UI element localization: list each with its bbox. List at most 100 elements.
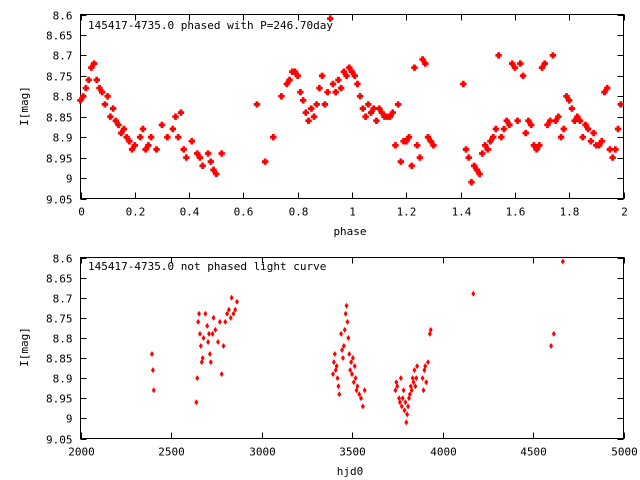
data-point bbox=[153, 146, 160, 153]
data-point bbox=[93, 76, 100, 84]
data-point bbox=[400, 395, 405, 402]
data-point bbox=[353, 375, 358, 382]
data-point bbox=[297, 88, 304, 96]
data-point bbox=[228, 314, 233, 321]
data-point bbox=[409, 387, 414, 394]
data-point bbox=[393, 387, 398, 394]
data-point bbox=[428, 326, 433, 333]
data-point bbox=[331, 359, 336, 366]
data-point bbox=[426, 359, 431, 366]
data-point bbox=[210, 166, 217, 174]
data-point bbox=[206, 338, 211, 345]
data-point bbox=[344, 302, 349, 309]
data-point bbox=[574, 113, 581, 120]
data-point bbox=[420, 375, 425, 382]
data-point bbox=[492, 125, 500, 133]
data-point bbox=[495, 52, 502, 59]
y-tick-label: 8.8 bbox=[53, 91, 73, 104]
data-point bbox=[604, 84, 611, 92]
data-point bbox=[397, 399, 402, 406]
data-point bbox=[555, 113, 562, 120]
data-point bbox=[101, 101, 109, 108]
data-point bbox=[149, 351, 154, 358]
y-tick-label: 8.8 bbox=[53, 333, 73, 346]
chart-title: 145417-4735.0 not phased light curve bbox=[88, 260, 326, 273]
data-point bbox=[112, 117, 119, 125]
data-point bbox=[197, 330, 202, 337]
data-point bbox=[421, 387, 426, 394]
data-point bbox=[316, 84, 323, 92]
data-point bbox=[511, 64, 519, 71]
x-tick-label: 3500 bbox=[339, 446, 366, 459]
data-point bbox=[413, 383, 418, 390]
data-point bbox=[270, 133, 277, 141]
data-point bbox=[332, 351, 337, 358]
data-point bbox=[378, 109, 386, 116]
phased-light-curve-chart: 8.6 8.65 8.7 8.75 8.8 8.85 8.9 8.95 9 9.05 0 0.2 0.… bbox=[18, 10, 628, 239]
data-point bbox=[305, 117, 312, 125]
data-point bbox=[120, 125, 128, 133]
x-tick-label: 4500 bbox=[520, 446, 547, 459]
data-point bbox=[77, 97, 84, 104]
data-point bbox=[147, 133, 155, 141]
data-point bbox=[399, 403, 404, 410]
y-tick-label: 8.75 bbox=[46, 71, 73, 84]
y-tick-label: 9.05 bbox=[46, 194, 73, 207]
data-point bbox=[538, 64, 546, 71]
data-point bbox=[424, 379, 429, 386]
data-point bbox=[123, 133, 130, 141]
data-point bbox=[164, 133, 171, 141]
data-point bbox=[403, 399, 408, 406]
data-point bbox=[560, 125, 567, 133]
data-point bbox=[169, 125, 177, 133]
data-point bbox=[145, 142, 152, 149]
data-point bbox=[203, 310, 208, 317]
data-point bbox=[340, 68, 348, 75]
data-point bbox=[278, 93, 285, 100]
x-tick-label: 5000 bbox=[611, 446, 638, 459]
data-point bbox=[283, 80, 291, 88]
x-tick-label: 2 bbox=[621, 206, 628, 219]
x-tick-label: 2000 bbox=[68, 446, 95, 459]
y-axis-ticks: 8.6 8.65 8.7 8.75 8.8 8.85 8.9 8.95 9 9.05 bbox=[46, 253, 624, 447]
data-point bbox=[349, 359, 354, 366]
data-point bbox=[208, 359, 213, 366]
x-tick-label: 0.4 bbox=[180, 206, 200, 219]
data-point bbox=[408, 162, 415, 169]
data-point bbox=[414, 375, 419, 382]
x-tick-label: 0.8 bbox=[289, 206, 309, 219]
data-point bbox=[519, 72, 527, 80]
data-point bbox=[205, 322, 210, 329]
data-point bbox=[407, 391, 412, 398]
data-point bbox=[563, 93, 570, 100]
data-point bbox=[308, 105, 315, 112]
y-tick-label: 8.65 bbox=[46, 30, 73, 43]
data-point bbox=[235, 298, 240, 305]
data-point bbox=[88, 64, 95, 71]
data-point bbox=[85, 76, 92, 84]
data-point bbox=[207, 158, 215, 165]
y-tick-label: 9 bbox=[66, 173, 73, 186]
data-point bbox=[253, 101, 261, 108]
data-point bbox=[402, 407, 407, 414]
data-point bbox=[612, 146, 619, 153]
x-tick-label: 1.4 bbox=[452, 206, 472, 219]
data-point bbox=[346, 64, 353, 71]
data-point bbox=[536, 142, 543, 149]
data-point bbox=[500, 125, 508, 133]
data-point bbox=[115, 121, 122, 129]
data-point bbox=[211, 314, 216, 321]
data-point bbox=[195, 375, 200, 382]
data-point bbox=[196, 318, 201, 325]
data-point bbox=[489, 133, 497, 141]
data-point bbox=[549, 52, 557, 59]
data-point bbox=[530, 142, 538, 149]
chart-title: 145417-4735.0 phased with P=246.70day bbox=[88, 19, 333, 32]
data-point bbox=[82, 84, 90, 92]
data-point bbox=[517, 60, 524, 67]
data-point bbox=[109, 105, 117, 112]
data-point bbox=[471, 290, 476, 297]
data-point bbox=[595, 142, 603, 149]
data-point bbox=[473, 166, 481, 174]
x-axis-label: hjd0 bbox=[337, 465, 364, 478]
